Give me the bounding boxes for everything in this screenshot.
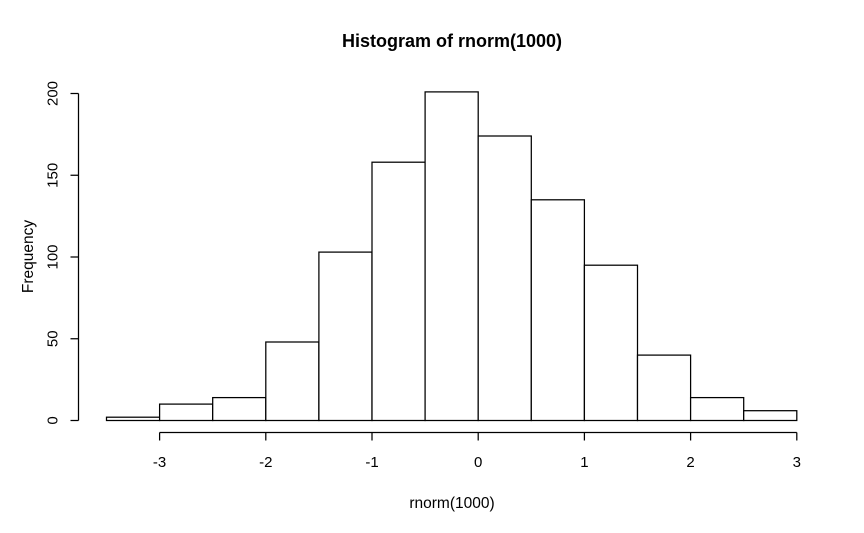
histogram-bar — [105, 416, 161, 422]
x-tick-label: -1 — [365, 454, 378, 471]
x-tick-label: -3 — [153, 454, 166, 471]
histogram-bar — [583, 264, 639, 422]
histogram-bar — [212, 396, 267, 422]
x-tick-label: 1 — [580, 454, 588, 471]
histogram-bar — [530, 199, 586, 422]
x-tick-label: 0 — [474, 454, 482, 471]
histogram-bar — [424, 91, 479, 422]
y-axis-title: Frequency — [20, 220, 37, 293]
chart-title: Histogram of rnorm(1000) — [342, 31, 562, 51]
x-axis: -3 -2 -1 0 1 2 3 — [153, 431, 801, 471]
y-tick-label: 100 — [45, 244, 62, 269]
y-tick-label: 200 — [45, 81, 62, 106]
histogram-bar — [689, 396, 745, 422]
y-tick-label: 0 — [45, 416, 62, 424]
bars-group — [105, 91, 798, 422]
histogram-bar — [158, 403, 214, 422]
y-tick-label: 50 — [45, 330, 62, 347]
histogram-bar — [318, 251, 373, 422]
histogram-bar — [743, 410, 798, 422]
histogram-bar — [371, 161, 426, 422]
y-axis: 0 50 100 150 200 — [45, 81, 80, 425]
x-tick-label: -2 — [259, 454, 272, 471]
y-tick-label: 150 — [45, 163, 62, 188]
histogram-bar — [265, 341, 320, 422]
histogram-bar — [636, 354, 692, 422]
x-tick-label: 3 — [793, 454, 801, 471]
histogram-bar — [477, 135, 532, 422]
x-axis-title: rnorm(1000) — [409, 495, 494, 512]
x-tick-label: 2 — [686, 454, 694, 471]
